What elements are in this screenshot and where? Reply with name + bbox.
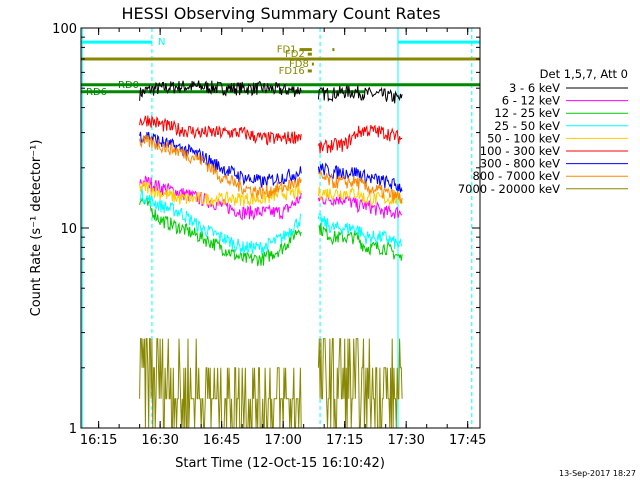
x-tick-label-6: 17:45	[449, 433, 486, 448]
series-line-6	[139, 131, 403, 193]
series-line-1	[139, 175, 403, 221]
legend-label-0: 3 - 6 keV	[509, 81, 560, 95]
flag-label-0: N	[158, 37, 165, 48]
flag-label-3: FD2	[285, 49, 305, 60]
flag-label-5: FD16	[279, 66, 305, 77]
x-tick-label-5: 17:30	[387, 433, 424, 448]
series-line-4	[139, 181, 403, 207]
series-line-8	[139, 338, 403, 428]
timestamp: 13-Sep-2017 18:27	[559, 469, 636, 478]
legend-label-1: 6 - 12 keV	[502, 94, 560, 108]
series-line-5	[139, 114, 403, 154]
legend-title: Det 1,5,7, Att 0	[540, 67, 628, 81]
legend-label-2: 12 - 25 keV	[494, 106, 560, 120]
x-tick-label-1: 16:30	[141, 433, 178, 448]
flag-label-2: FD1	[277, 45, 297, 56]
legend-label-7: 800 - 7000 keV	[472, 169, 560, 183]
flag-label-4: FD8	[289, 59, 309, 70]
x-tick-label-2: 16:45	[203, 433, 240, 448]
series-line-7	[139, 134, 403, 204]
x-tick-label-3: 17:00	[264, 433, 301, 448]
flag-label-6: RD0	[118, 80, 139, 91]
x-tick-label-4: 17:15	[326, 433, 363, 448]
flag-label-7: RD6	[86, 87, 107, 98]
y-tick-label-2: 100	[52, 22, 77, 37]
series-line-2	[139, 197, 403, 267]
legend-label-3: 25 - 50 keV	[494, 119, 560, 133]
legend-label-5: 100 - 300 keV	[480, 144, 560, 158]
y-tick-label-1: 10	[60, 222, 77, 237]
y-tick-label-0: 1	[69, 422, 77, 437]
series-line-3	[139, 187, 403, 255]
y-axis-label: Count Rate (s⁻¹ detector⁻¹)	[29, 140, 44, 317]
legend-label-4: 50 - 100 keV	[487, 131, 560, 145]
chart-title: HESSI Observing Summary Count Rates	[121, 4, 440, 23]
x-tick-label-0: 16:15	[80, 433, 117, 448]
series-line-0	[139, 80, 403, 104]
legend-label-8: 7000 - 20000 keV	[458, 182, 560, 196]
x-axis-label: Start Time (12-Oct-15 16:10:42)	[175, 456, 385, 471]
legend-label-6: 300 - 800 keV	[480, 157, 560, 171]
